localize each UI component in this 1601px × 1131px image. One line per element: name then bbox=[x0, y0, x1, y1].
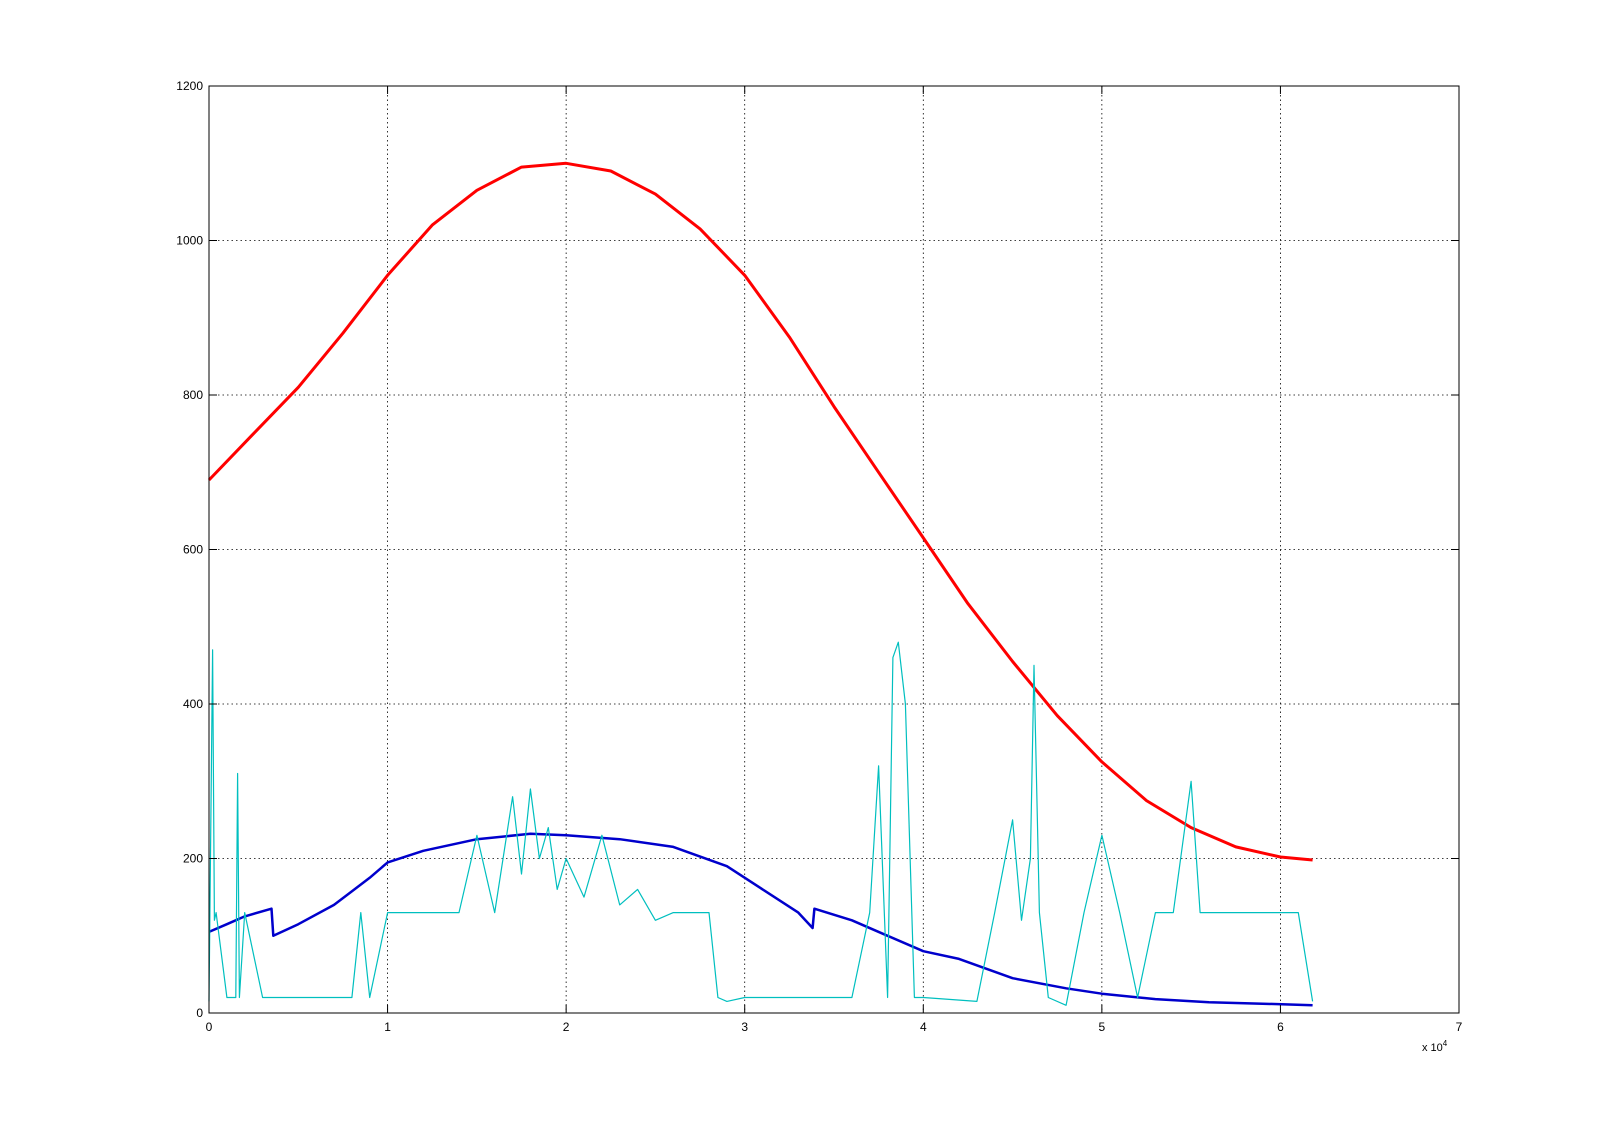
axis-ticks: 0 1 2 3 4 5 6 7 0 200 400 600 800 1000 1200 bbox=[176, 79, 1462, 1034]
y-tick-label: 800 bbox=[183, 388, 203, 402]
x-tick-label: 3 bbox=[741, 1020, 748, 1034]
x-exponent-base: x 10 bbox=[1422, 1042, 1443, 1054]
y-tick-label: 400 bbox=[183, 697, 203, 711]
x-tick-label: 5 bbox=[1099, 1020, 1106, 1034]
x-tick-label: 0 bbox=[206, 1020, 213, 1034]
x-tick-label: 1 bbox=[384, 1020, 391, 1034]
data-series bbox=[207, 161, 1314, 1007]
x-exponent-label: x 104 bbox=[1422, 1039, 1448, 1054]
x-tick-label: 2 bbox=[563, 1020, 570, 1034]
y-tick-label: 1200 bbox=[176, 79, 203, 93]
series-line-0 bbox=[207, 161, 1313, 862]
series-line-1 bbox=[208, 832, 1313, 1007]
y-tick-label: 0 bbox=[196, 1006, 203, 1020]
x-tick-label: 7 bbox=[1456, 1020, 1463, 1034]
x-exponent-power: 4 bbox=[1443, 1039, 1448, 1048]
y-tick-label: 600 bbox=[183, 543, 203, 557]
y-tick-label: 200 bbox=[183, 852, 203, 866]
x-tick-label: 6 bbox=[1277, 1020, 1284, 1034]
y-tick-label: 1000 bbox=[176, 234, 203, 248]
series-line-2 bbox=[208, 641, 1314, 1006]
x-tick-label: 4 bbox=[920, 1020, 927, 1034]
